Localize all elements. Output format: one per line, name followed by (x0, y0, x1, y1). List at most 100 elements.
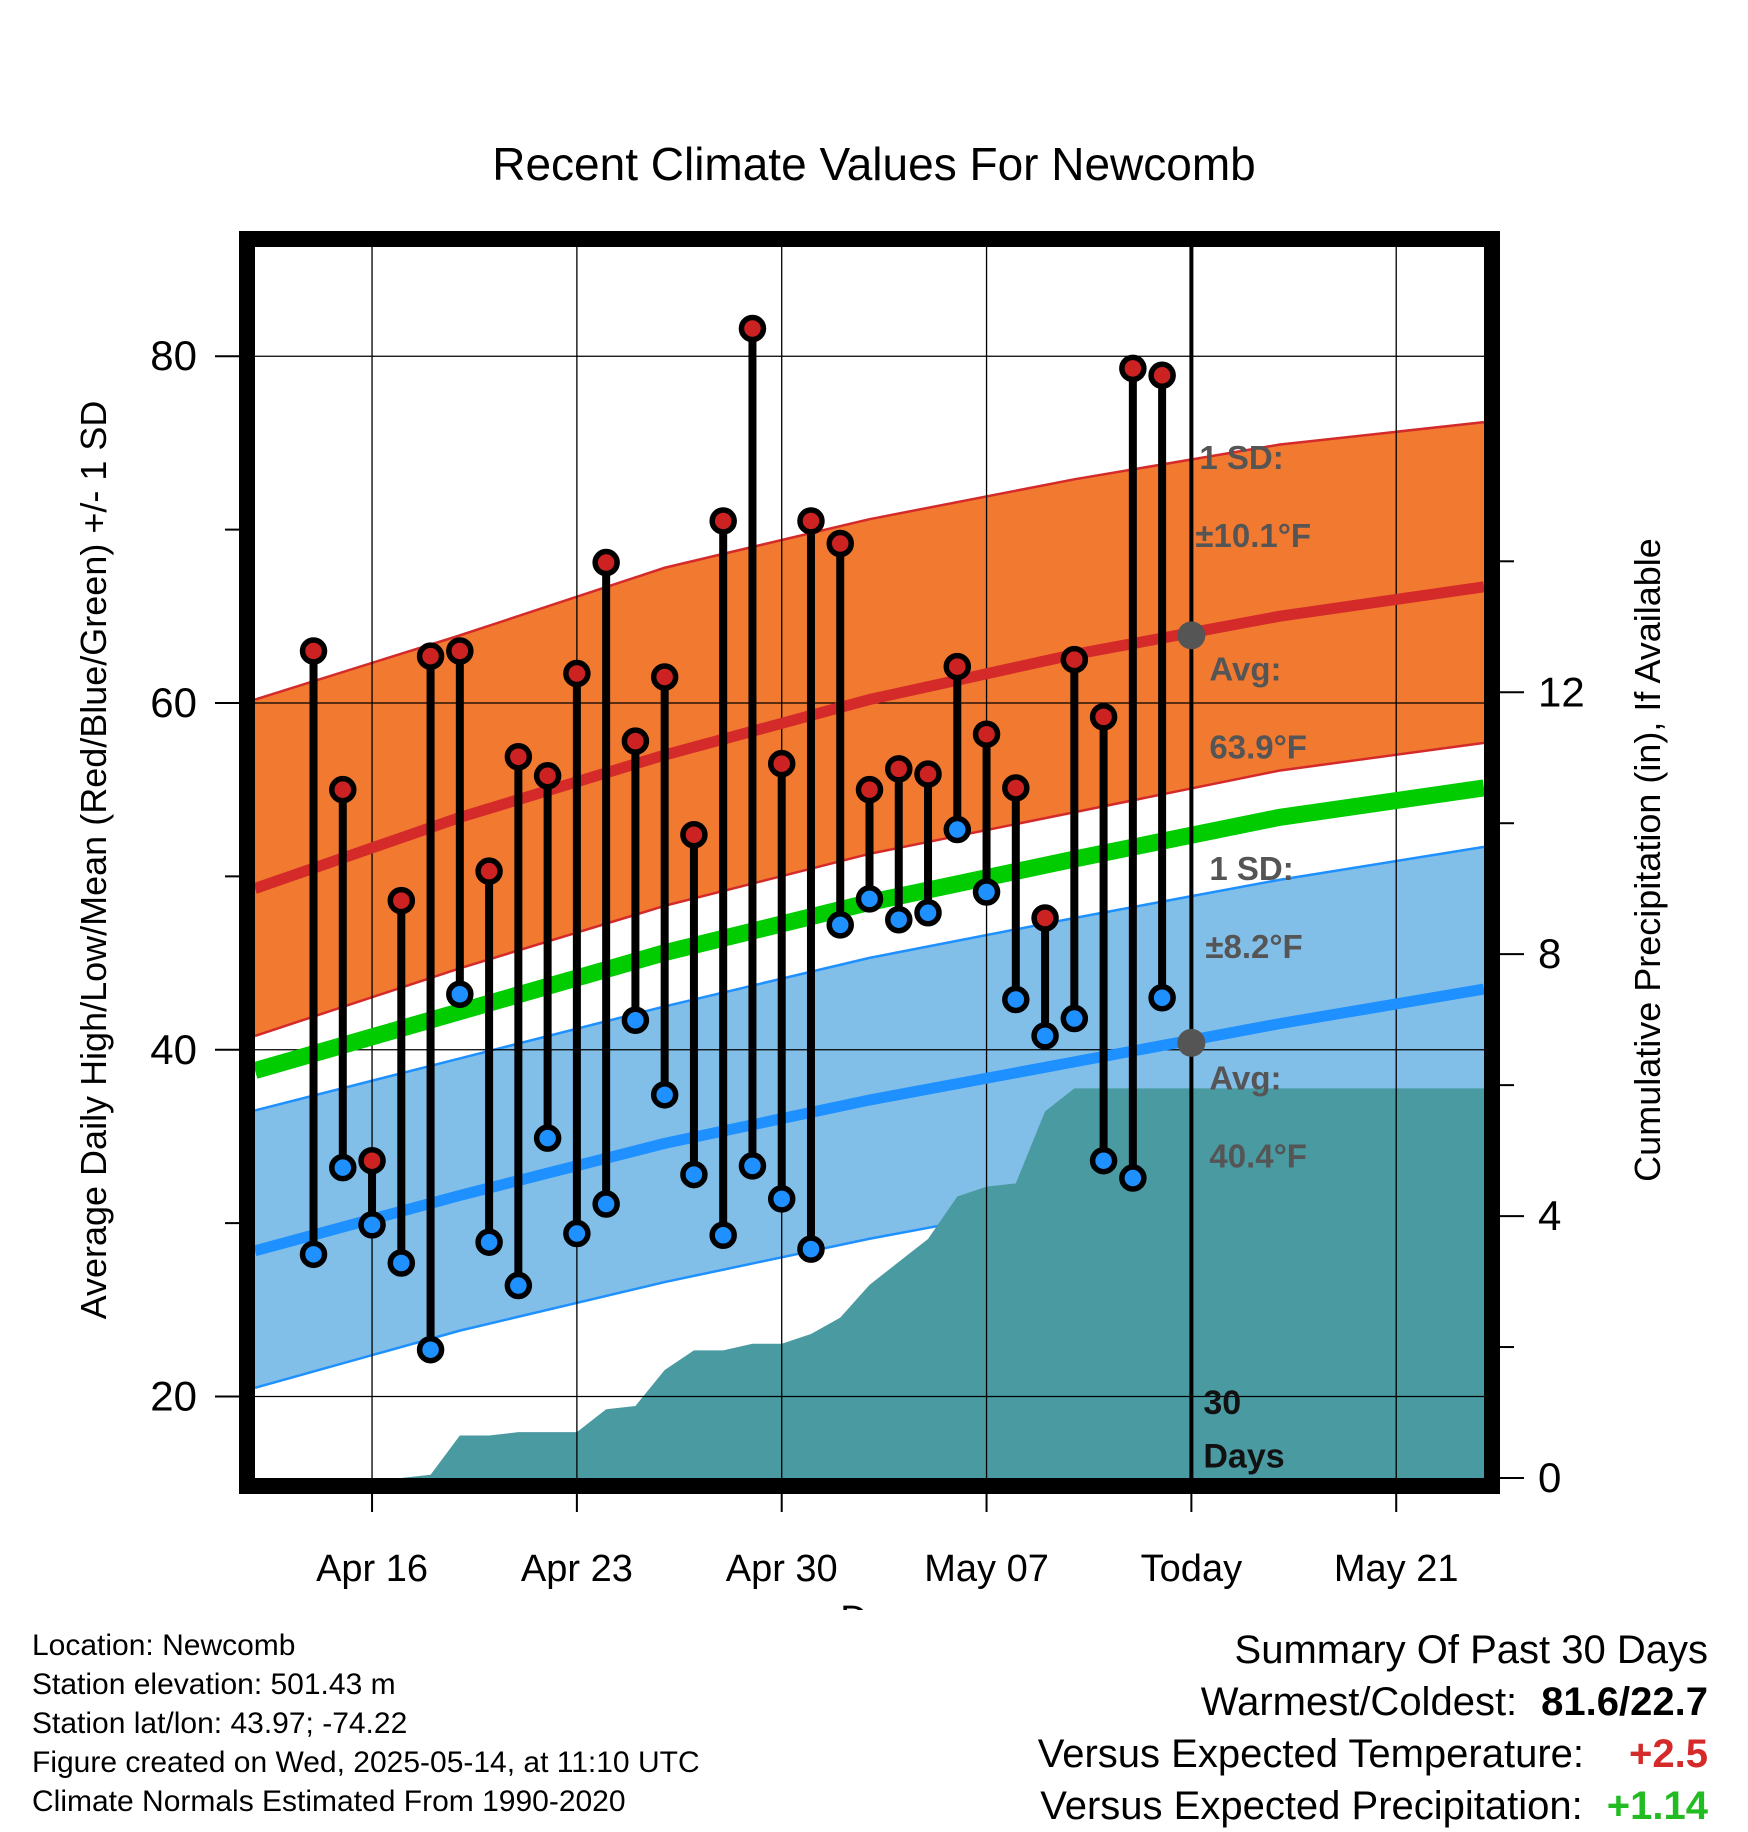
low-temp-point (972, 878, 1001, 906)
low-temp-point (299, 1240, 328, 1269)
low-temp-point (885, 905, 913, 934)
info-elevation: Station elevation: 501.43 m (32, 1668, 396, 1701)
precip-value: +1.14 (1606, 1784, 1708, 1828)
precip-label: Versus Expected Precipitation: (1040, 1784, 1583, 1828)
high-temp-point (797, 507, 825, 535)
low-temp-point (1060, 1004, 1089, 1033)
summary-heading: Summary Of Past 30 Days (1234, 1628, 1708, 1672)
high-temp-point (299, 637, 328, 665)
low-temp-point (826, 911, 854, 939)
low-temp-point (680, 1160, 708, 1189)
low-temp-point (592, 1190, 620, 1218)
x-axis-label: Day (840, 1599, 908, 1610)
high-temp-point (914, 760, 942, 788)
high-temp-point (1119, 354, 1147, 383)
high-temp-point (1089, 703, 1118, 731)
high-temp-point (767, 749, 796, 778)
high-sd-value: ±10.1°F (1195, 517, 1311, 554)
high-temp-point (1060, 645, 1089, 674)
low-temp-point (943, 815, 972, 844)
warmest-label: Warmest/Coldest: (1200, 1680, 1518, 1724)
y2-tick-label: 0 (1538, 1454, 1561, 1501)
low-normal-line (255, 983, 1484, 1257)
low-temp-point (709, 1221, 737, 1250)
high-temp-point (943, 652, 972, 681)
high-avg-label: Avg: (1209, 650, 1281, 687)
climate-chart: Recent Climate Values For Newcomb 1 SD: ±… (73, 138, 1668, 1610)
high-temp-point (826, 529, 854, 558)
plot-area: 1 SD: ±10.1°F Avg: 63.9°F 1 SD: ±8.2°F Avg: 40.… (150, 231, 1585, 1590)
high-temp-point (855, 775, 884, 804)
y-tick-label: 40 (150, 1026, 197, 1073)
low-sd-band (255, 846, 1484, 1388)
low-sd-label: 1 SD: (1209, 850, 1293, 887)
info-normals: Climate Normals Estimated From 1990-2020 (32, 1785, 626, 1818)
x-tick-label: Today (1141, 1548, 1242, 1590)
high-temp-point (738, 314, 767, 343)
high-temp-point (650, 663, 679, 691)
low-temp-point (533, 1124, 562, 1152)
station-info: Location: Newcomb Station elevation: 501… (32, 1626, 700, 1821)
plot-frame (239, 231, 1500, 1494)
low-temp-point (504, 1271, 533, 1300)
low-temp-point (767, 1185, 796, 1213)
y2-axis-label: Cumulative Precipitation (in), If Availa… (1627, 538, 1668, 1182)
low-temp-point (797, 1235, 825, 1263)
high-avg-marker (1177, 621, 1206, 650)
high-sd-upper-edge (254, 420, 1485, 701)
y2-tick-label: 4 (1538, 1192, 1561, 1239)
y-tick-label: 60 (150, 679, 197, 726)
temp-label: Versus Expected Temperature: (1037, 1732, 1584, 1776)
low-temp-point (446, 980, 474, 1009)
x-tick-label: May 07 (924, 1548, 1049, 1590)
y-tick-label: 20 (150, 1373, 197, 1420)
info-latlon: Station lat/lon: 43.97; -74.22 (32, 1707, 408, 1740)
high-temp-point (475, 857, 503, 885)
high-sd-label: 1 SD: (1199, 439, 1283, 476)
high-temp-point (504, 742, 533, 771)
high-temp-point (592, 548, 620, 577)
x-tick-label: Apr 16 (316, 1548, 428, 1590)
low-temp-point (475, 1228, 503, 1256)
summary-precip: Versus Expected Precipitation: +1.14 (1038, 1780, 1708, 1832)
x-tick-label: May 21 (1334, 1548, 1459, 1590)
high-temp-point (563, 659, 591, 688)
temp-value: +2.5 (1629, 1732, 1708, 1776)
low-temp-point (1002, 985, 1030, 1014)
high-temp-point (329, 775, 357, 804)
high-temp-point (1002, 774, 1030, 802)
info-location: Location: Newcomb (32, 1629, 296, 1662)
low-avg-value: 40.4°F (1209, 1138, 1307, 1175)
summary-warmest: Warmest/Coldest: 81.6/22.7 (1038, 1676, 1708, 1728)
low-sd-upper-edge (254, 845, 1485, 1112)
high-avg-value: 63.9°F (1209, 728, 1307, 765)
low-temp-point (416, 1335, 445, 1364)
y2-tick-label: 12 (1538, 668, 1585, 715)
high-temp-point (621, 727, 650, 755)
high-temp-point (446, 637, 474, 665)
high-temp-point (885, 755, 913, 783)
low-avg-label: Avg: (1209, 1060, 1281, 1097)
y-axis-label: Average Daily High/Low/Mean (Red/Blue/Gr… (73, 401, 114, 1320)
low-temp-point (387, 1249, 416, 1277)
low-temp-point (1148, 983, 1176, 1012)
days-label-text: Days (1203, 1438, 1284, 1476)
chart-title: Recent Climate Values For Newcomb (492, 138, 1256, 190)
high-temp-point (533, 762, 562, 790)
high-temp-point (709, 507, 737, 535)
summary-panel: Summary Of Past 30 Days Warmest/Coldest:… (1038, 1624, 1708, 1832)
high-temp-point (1148, 361, 1176, 390)
y2-tick-label: 8 (1538, 930, 1561, 977)
low-temp-point (1031, 1022, 1059, 1050)
x-tick-label: Apr 30 (726, 1548, 838, 1590)
high-sd-band (255, 422, 1484, 1036)
high-temp-point (1031, 904, 1059, 932)
low-temp-point (329, 1153, 357, 1182)
y-tick-label: 80 (150, 332, 197, 379)
low-temp-point (914, 899, 942, 927)
warmest-value: 81.6/22.7 (1541, 1680, 1708, 1724)
x-tick-label: Apr 23 (521, 1548, 633, 1590)
info-created: Figure created on Wed, 2025-05-14, at 11… (32, 1746, 700, 1779)
summary-temp: Versus Expected Temperature: +2.5 (1038, 1728, 1708, 1780)
low-avg-marker (1177, 1028, 1206, 1057)
